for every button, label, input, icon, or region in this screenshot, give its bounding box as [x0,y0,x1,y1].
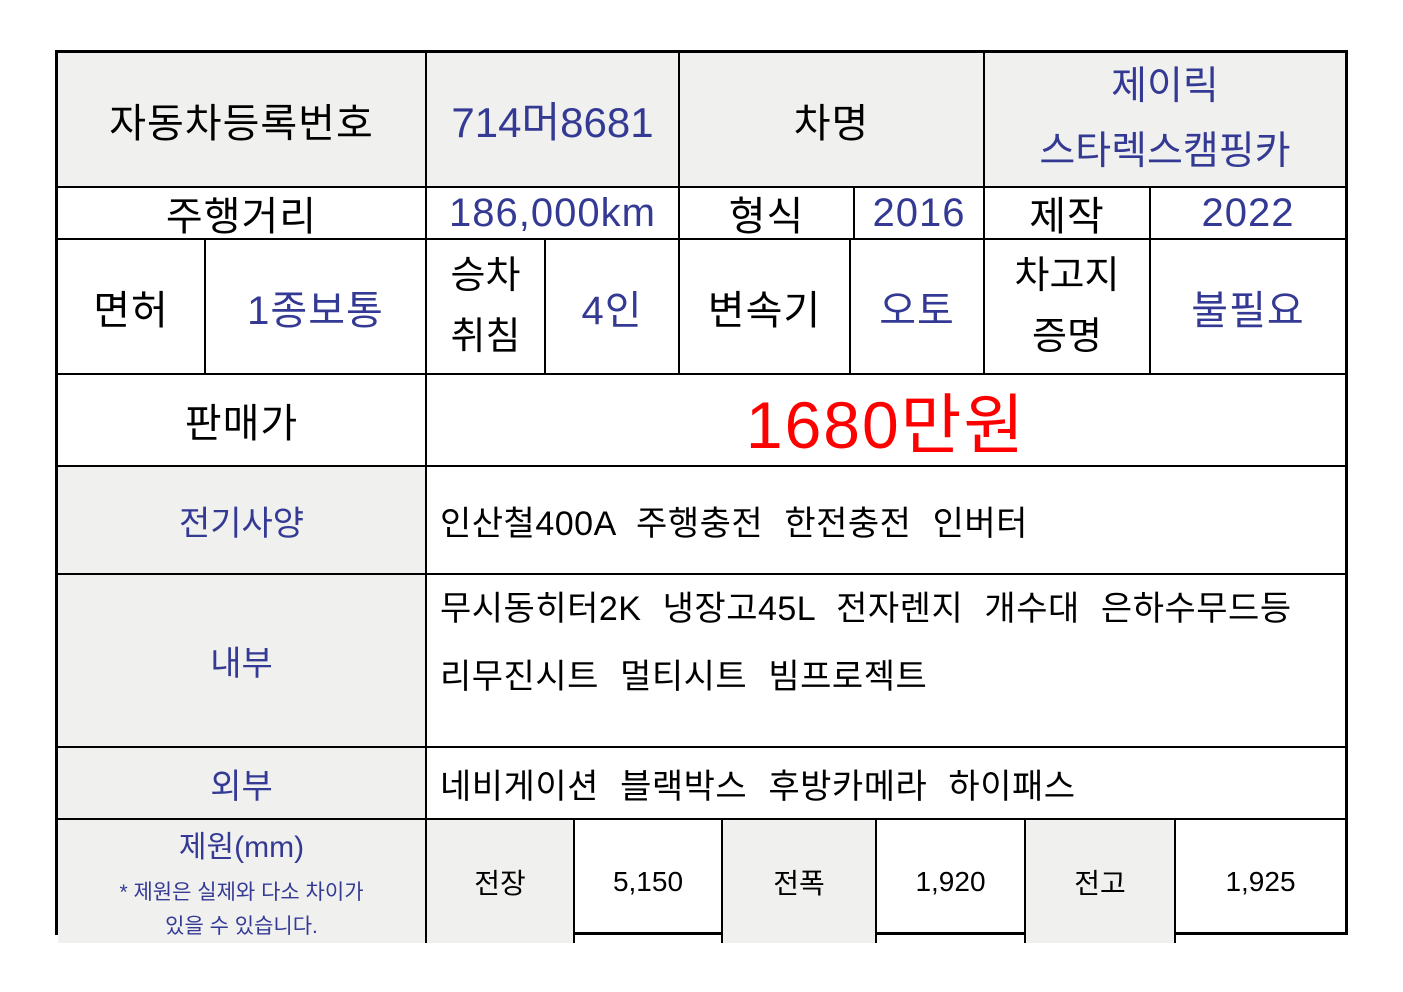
model-year-value: 2016 [855,188,985,240]
license-value: 1종보통 [206,240,427,375]
price-label: 판매가 [58,375,427,467]
exterior-value: 네비게이션 블랙박스 후방카메라 하이패스 [427,748,1345,820]
manufacture-year-label: 제작 [985,188,1151,240]
transmission-label: 변속기 [680,240,851,375]
price-value: 1680만원 [427,375,1345,467]
row-registration: 자동차등록번호 714머8681 차명 제이릭 스타렉스캠핑카 [58,53,1345,188]
vehicle-info-table: 자동차등록번호 714머8681 차명 제이릭 스타렉스캠핑카 주행거리 186… [55,50,1348,944]
ride-sleep-value: 4인 [546,240,680,375]
row-dimensions: 제원(mm) * 제원은 실제와 다소 차이가 있을 수 있습니다. 전장 5,… [58,820,1345,944]
garage-certificate-value: 불필요 [1151,240,1345,375]
garage-certificate-label-line2: 증명 [1032,315,1102,358]
mileage-label: 주행거리 [58,188,427,240]
interior-label: 내부 [58,575,427,748]
registration-number-value: 714머8681 [427,53,680,188]
row-electrical: 전기사양 인산철400A 주행충전 한전충전 인버터 [58,467,1345,575]
dimensions-label-cell: 제원(mm) * 제원은 실제와 다소 차이가 있을 수 있습니다. [58,820,427,944]
transmission-value: 오토 [851,240,985,375]
garage-certificate-label: 차고지 증명 [985,240,1151,375]
interior-value-line1: 무시동히터2K 냉장고45L 전자렌지 개수대 은하수무드등 [440,590,1292,628]
dimensions-note: * 제원은 실제와 다소 차이가 있을 수 있습니다. [119,876,363,943]
model-year-label: 형식 [680,188,855,240]
car-name-value-line1: 제이릭 [1111,65,1219,109]
row-interior: 내부 무시동히터2K 냉장고45L 전자렌지 개수대 은하수무드등 리무진시트 … [58,575,1345,748]
dimension-length-label: 전장 [427,820,575,944]
row-exterior: 외부 네비게이션 블랙박스 후방카메라 하이패스 [58,748,1345,820]
registration-number-label: 자동차등록번호 [58,53,427,188]
dimensions-label: 제원(mm) [178,831,305,864]
dimensions-note-line2: 있을 수 있습니다. [165,914,318,938]
manufacture-year-value: 2022 [1151,188,1345,240]
row-mileage-years: 주행거리 186,000km 형식 2016 제작 2022 [58,188,1345,240]
ride-sleep-label-line1: 승차 [450,254,521,297]
electrical-label: 전기사양 [58,467,427,575]
electrical-value: 인산철400A 주행충전 한전충전 인버터 [427,467,1345,575]
mileage-value: 186,000km [427,188,680,240]
row-license-specs: 면허 1종보통 승차 취침 4인 변속기 오토 차고지 증명 불필요 [58,240,1345,375]
dimension-height-value: 1,925 [1225,865,1296,897]
dimension-length-value: 5,150 [575,820,723,944]
car-name-value-line2: 스타렉스캠핑카 [1039,129,1291,173]
dimensions-note-line1: * 제원은 실제와 다소 차이가 [119,881,364,904]
dimension-width-value: 1,920 [877,820,1026,944]
interior-value-line2: 리무진시트 멀티시트 빔프로젝트 [440,658,928,696]
car-name-value: 제이릭 스타렉스캠핑카 [985,53,1345,188]
car-name-label: 차명 [680,53,985,188]
exterior-label: 외부 [58,748,427,820]
row-price: 판매가 1680만원 [58,375,1345,467]
license-label: 면허 [58,240,206,375]
garage-certificate-label-line1: 차고지 [1014,254,1120,297]
dimension-height-label: 전고 [1026,820,1176,944]
ride-sleep-label-line2: 취침 [450,315,521,358]
ride-sleep-label: 승차 취침 [427,240,546,375]
dimension-width-label: 전폭 [723,820,877,944]
interior-value: 무시동히터2K 냉장고45L 전자렌지 개수대 은하수무드등 리무진시트 멀티시… [427,575,1345,748]
